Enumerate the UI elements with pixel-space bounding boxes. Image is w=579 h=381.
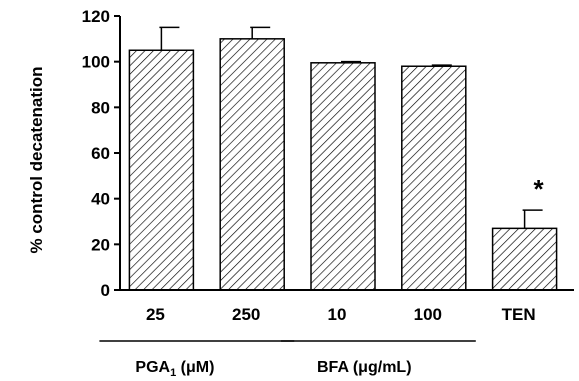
group-label: BFA (μg/mL) [317,359,412,376]
y-tick-label: 100 [82,53,110,72]
group-labels: PGA1 (μM) BFA (μg/mL) [99,340,476,379]
significance-marker: * [534,174,545,204]
x-tick-label: 100 [414,305,442,324]
y-tick-label: 120 [82,7,110,26]
bar [219,38,285,291]
y-tick-label: 0 [101,281,110,300]
y-tick-label: 80 [91,98,110,117]
bar [128,49,195,291]
group-label: PGA1 (μM) [135,359,214,379]
bar [491,227,558,291]
bars: * [128,26,558,291]
y-axis-ticks: 0 20 40 60 80 100 120 [82,7,120,300]
y-axis-title: % control decatenation [27,66,46,253]
x-tick-label: TEN [502,305,536,324]
y-tick-label: 20 [91,235,110,254]
y-tick-label: 40 [91,190,110,209]
bar [401,65,467,291]
x-axis-labels: 25 250 10 100 TEN [146,305,536,324]
x-tick-label: 10 [328,305,347,324]
x-tick-label: 250 [232,305,260,324]
bar [310,62,376,291]
y-tick-label: 60 [91,144,110,163]
x-tick-label: 25 [146,305,165,324]
